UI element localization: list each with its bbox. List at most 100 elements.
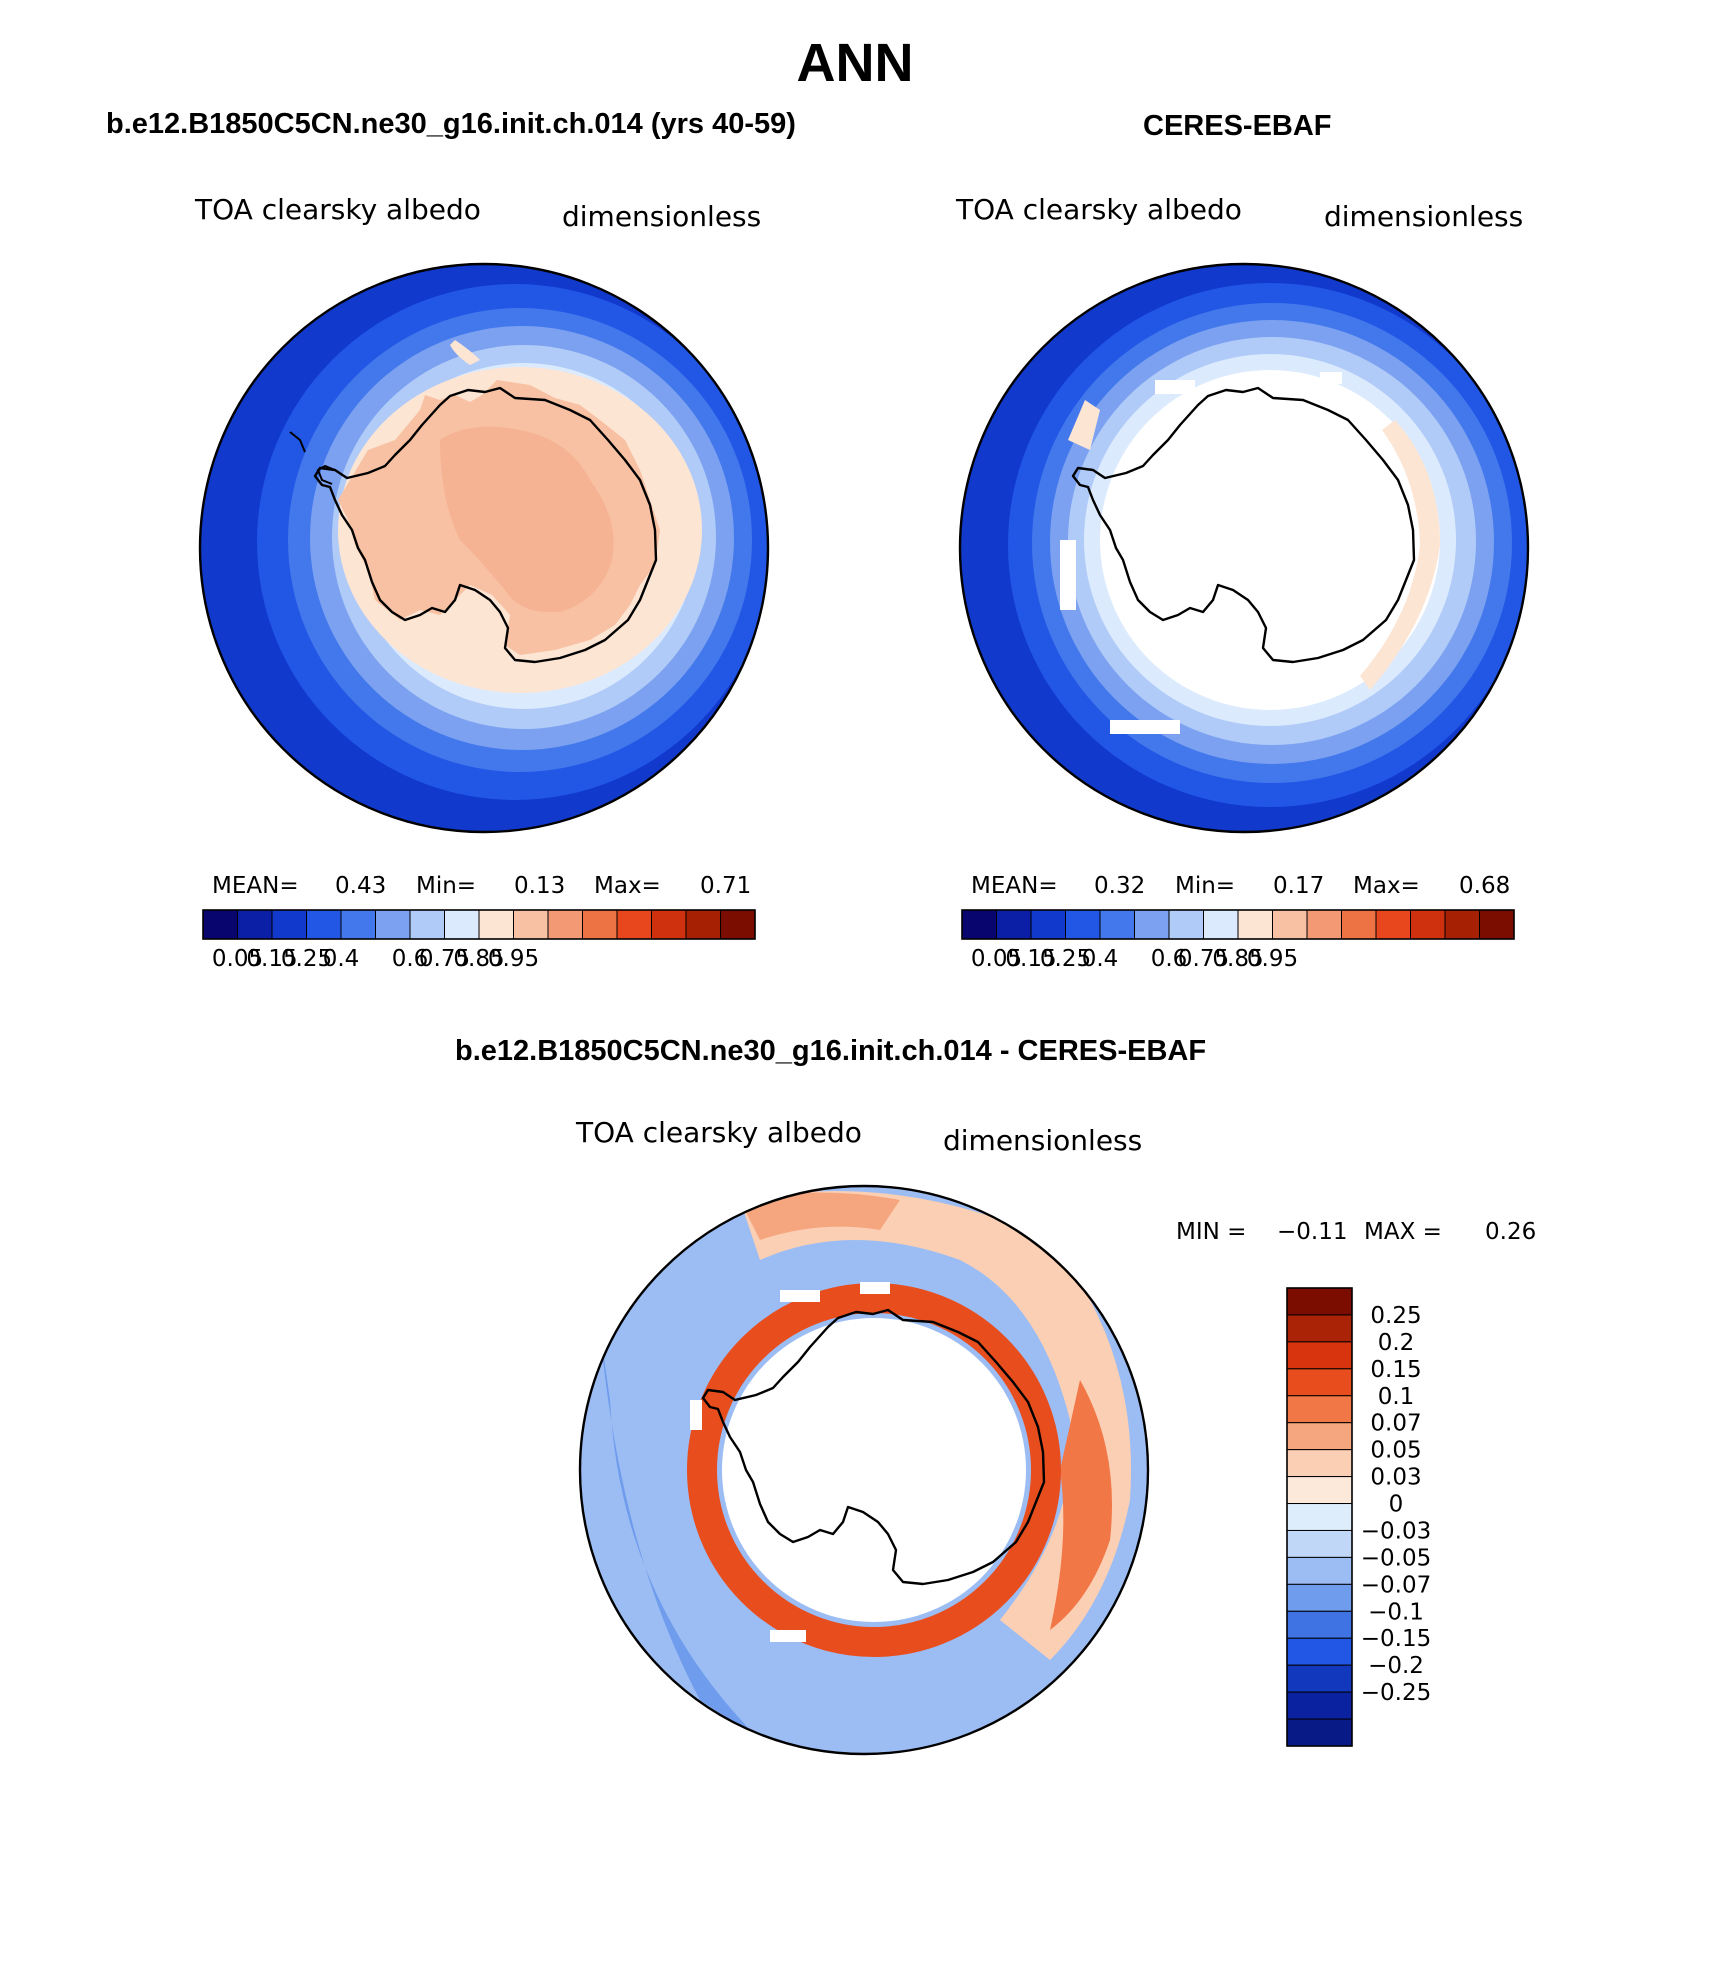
model-max-label: Max= [594,873,661,899]
model-max-value: 0.71 [700,873,752,899]
diff-colorbar-swatch [1286,1476,1353,1505]
model-panel-heading: b.e12.B1850C5CN.ne30_g16.init.ch.014 (yr… [106,108,796,140]
model-colorbar-tick-label: 0.95 [488,946,539,972]
diff-variable-label: TOA clearsky albedo [576,1116,862,1149]
model-colorbar-swatch [478,909,514,940]
diff-colorbar-swatch [1286,1368,1353,1397]
model-colorbar-tick-label: 0.75 [419,946,470,972]
diff-colorbar-swatch [1286,1664,1353,1693]
diff-colorbar-swatch [1286,1314,1353,1343]
model-variable-label: TOA clearsky albedo [195,193,481,226]
diff-colorbar-swatch [1286,1287,1353,1316]
model-colorbar-swatch [306,909,342,940]
model-colorbar-swatch [513,909,549,940]
diff-colorbar-tick-label: −0.15 [1361,1626,1431,1652]
model-mean-value: 0.43 [335,873,387,899]
model-colorbar-tick-label: 0.85 [453,946,504,972]
obs-max-label: Max= [1353,873,1420,899]
model-colorbar-frame [202,909,756,940]
diff-colorbar-tick-label: 0.2 [1378,1330,1415,1356]
model-colorbar-swatch [202,909,238,940]
page-title: ANN [796,33,914,93]
diff-colorbar-tick-label: −0.03 [1361,1518,1431,1544]
model-colorbar-swatch [271,909,307,940]
obs-panel-heading: CERES-EBAF [1143,110,1332,142]
obs-colorbar-swatch [1134,909,1170,940]
obs-colorbar-tick-label: 0.4 [1082,946,1119,972]
diff-colorbar-tick-label: 0.1 [1378,1384,1415,1410]
diff-colorbar-tick-label: −0.07 [1361,1572,1431,1598]
model-mean-label: MEAN= [212,873,299,899]
diff-colorbar-swatch [1286,1341,1353,1370]
diff-colorbar-tick-label: −0.05 [1361,1545,1431,1571]
obs-colorbar-swatch [1444,909,1480,940]
diff-colorbar-tick-label: 0.05 [1370,1438,1421,1464]
diff-colorbar: 0.250.20.150.10.070.050.030−0.03−0.05−0.… [1286,1287,1431,1747]
diff-min-value: −0.11 [1277,1219,1348,1245]
obs-colorbar-swatch [1065,909,1101,940]
model-colorbar-swatch [616,909,652,940]
diff-max-value: 0.26 [1485,1219,1537,1245]
diff-colorbar-tick-label: 0.25 [1370,1303,1421,1329]
obs-colorbar-swatch [961,909,997,940]
diff-colorbar-swatch [1286,1503,1353,1531]
obs-min-label: Min= [1175,873,1236,899]
obs-colorbar-tick-label: 0.95 [1247,946,1298,972]
model-colorbar-swatch [375,909,411,940]
obs-colorbar-tick-label: 0.05 [971,946,1022,972]
model-colorbar-swatch [547,909,583,940]
diff-min-label: MIN = [1176,1219,1247,1245]
obs-mean-label: MEAN= [971,873,1058,899]
model-colorbar-tick-label: 0.05 [212,946,263,972]
diff-colorbar-swatch [1286,1449,1353,1478]
diff-panel-heading: b.e12.B1850C5CN.ne30_g16.init.ch.014 - C… [455,1035,1207,1067]
diff-colorbar-tick-label: −0.2 [1368,1653,1424,1679]
model-colorbar-tick-label: 0.6 [392,946,429,972]
obs-min-value: 0.17 [1273,873,1325,899]
diff-colorbar-swatch [1286,1529,1353,1558]
model-colorbar-swatch [409,909,445,940]
obs-colorbar-swatch [1030,909,1066,940]
model-min-label: Min= [416,873,477,899]
model-colorbar-swatch [582,909,618,940]
obs-colorbar-tick-label: 0.15 [1005,946,1056,972]
obs-colorbar-tick-label: 0.75 [1178,946,1229,972]
obs-colorbar-swatch [996,909,1032,940]
obs-units-label: dimensionless [1324,200,1524,233]
diff-colorbar-swatch [1286,1637,1353,1666]
obs-colorbar-swatch [1237,909,1273,940]
diff-colorbar-tick-label: 0 [1389,1492,1404,1518]
obs-variable-label: TOA clearsky albedo [956,193,1242,226]
diff-colorbar-tick-label: −0.25 [1361,1680,1431,1706]
model-colorbar-swatch [685,909,721,940]
diff-colorbar-tick-label: 0.07 [1370,1411,1421,1437]
obs-colorbar-swatch [1375,909,1411,940]
obs-colorbar-swatch [1410,909,1446,940]
model-colorbar-swatch [720,909,756,940]
model-colorbar-tick-label: 0.15 [246,946,297,972]
diff-max-label: MAX = [1364,1219,1442,1245]
obs-colorbar-tick-label: 0.6 [1151,946,1188,972]
model-units-label: dimensionless [562,200,762,233]
model-colorbar: 0.050.150.250.4 0.60.750.850.95 [202,909,756,972]
obs-mean-value: 0.32 [1094,873,1146,899]
obs-colorbar-tick-label: 0.25 [1040,946,1091,972]
diff-colorbar-tick-label: −0.1 [1368,1599,1424,1625]
model-colorbar-swatch [444,909,480,940]
obs-colorbar-swatch [1306,909,1342,940]
model-colorbar-swatch [237,909,273,940]
diff-polar-map [578,1184,1150,1756]
obs-colorbar-swatch [1168,909,1204,940]
model-colorbar-tick-label: 0.4 [323,946,360,972]
obs-colorbar-swatch [1099,909,1135,940]
diff-colorbar-frame [1286,1287,1353,1747]
diff-colorbar-swatch [1286,1583,1353,1612]
obs-colorbar-frame [961,909,1515,940]
diff-colorbar-tick-label: 0.03 [1370,1465,1421,1491]
diff-colorbar-swatch [1286,1610,1353,1639]
obs-colorbar-swatch [1479,909,1515,940]
model-colorbar-swatch [651,909,687,940]
obs-colorbar: 0.050.150.250.4 0.60.750.850.95 [961,909,1515,972]
diff-units-label: dimensionless [943,1124,1143,1157]
